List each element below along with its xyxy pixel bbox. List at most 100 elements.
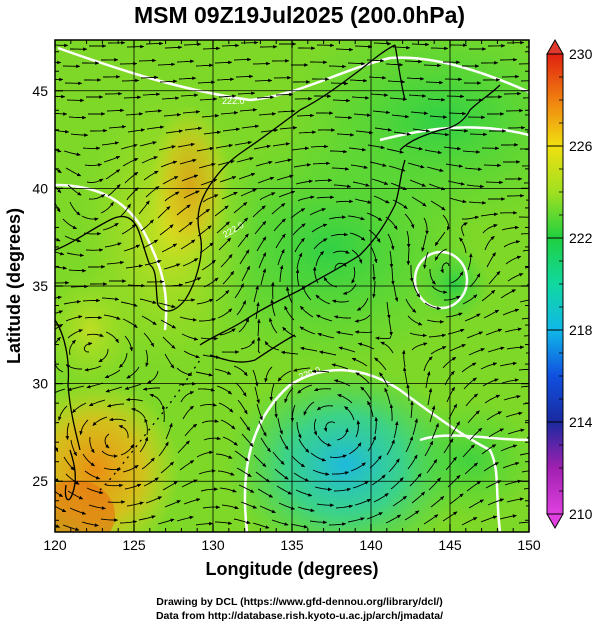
- streamline-arrow: [405, 436, 414, 453]
- streamline-arrow: [355, 372, 370, 384]
- streamline-arrow: [315, 251, 325, 267]
- streamline-arrow: [461, 215, 480, 220]
- streamline-arrow: [334, 115, 353, 120]
- colorbar: 230 226 222 218 214 210: [546, 38, 593, 530]
- streamline-arrow: [241, 433, 254, 448]
- streamline-arrow: [355, 420, 361, 438]
- streamline-arrow: [297, 195, 315, 202]
- streamline-arrow: [404, 213, 415, 229]
- streamline-arrow: [256, 236, 267, 252]
- streamline-arrow: [461, 222, 468, 237]
- streamline-arrow: [354, 330, 373, 334]
- streamline-arrow: [299, 305, 314, 318]
- streamline-arrow: [86, 487, 104, 495]
- streamline-arrow: [338, 346, 356, 353]
- streamline-arrow: [347, 215, 365, 221]
- streamline-arrow: [372, 110, 391, 115]
- streamline-arrow: [222, 436, 238, 446]
- credit-data-source: Data from http://database.rish.kyoto-u.a…: [155, 610, 444, 622]
- streamline-arrow: [164, 500, 181, 508]
- streamline-arrow: [446, 94, 465, 99]
- streamline-arrow: [182, 405, 194, 420]
- streamline-arrow: [333, 315, 352, 319]
- streamline-arrow: [347, 517, 365, 523]
- streamline-arrow: [393, 284, 399, 302]
- streamline-arrow: [410, 111, 429, 115]
- streamline-arrow: [387, 80, 406, 84]
- streamline-arrow: [160, 461, 174, 474]
- streamline-arrow: [379, 372, 389, 388]
- streamline-arrow: [221, 191, 238, 200]
- streamline-arrow: [487, 498, 505, 506]
- streamline-arrow: [387, 233, 395, 251]
- streamline-arrow: [464, 313, 481, 322]
- streamline-arrow: [138, 58, 157, 63]
- streamline-arrow: [521, 317, 529, 320]
- streamline-arrow: [236, 300, 247, 316]
- streamline-arrow: [389, 403, 394, 422]
- streamline-arrow: [68, 268, 87, 273]
- streamline-arrow: [220, 419, 236, 430]
- streamline-arrow: [82, 298, 101, 303]
- streamline-arrow: [427, 97, 446, 102]
- map-gridlines: [55, 40, 529, 532]
- streamline-arrow: [145, 349, 149, 367]
- streamline-arrow: [65, 473, 80, 485]
- streamline-arrow: [372, 280, 376, 299]
- streamline-arrow: [431, 285, 448, 294]
- streamline-arrow: [354, 314, 371, 323]
- streamline-arrow: [431, 132, 450, 137]
- streamline-arrow: [354, 198, 372, 204]
- streamline-arrow: [350, 164, 368, 169]
- streamline-arrow: [293, 163, 312, 168]
- streamline-arrow: [103, 467, 122, 472]
- streamline-arrow: [311, 369, 330, 374]
- streamline-arrow: [277, 370, 292, 382]
- streamline-arrow: [233, 365, 248, 377]
- streamline-arrow: [331, 471, 350, 475]
- streamline-arrow: [426, 459, 438, 474]
- streamline-arrow: [127, 128, 146, 133]
- streamline-arrow: [386, 301, 391, 320]
- streamline-arrow: [331, 167, 350, 171]
- streamline-arrow: [310, 144, 329, 149]
- streamline-arrow: [123, 244, 141, 252]
- streamline-arrow: [424, 440, 434, 457]
- streamline-arrow: [406, 76, 425, 81]
- streamline-arrow: [197, 80, 216, 85]
- streamline-arrow: [464, 167, 483, 172]
- streamline-arrow: [296, 113, 315, 118]
- streamline-arrow: [518, 368, 529, 371]
- streamline-arrow: [125, 397, 144, 402]
- streamline-arrow: [408, 94, 427, 98]
- streamline-arrow: [215, 144, 233, 149]
- streamline-arrow: [462, 294, 478, 305]
- streamline-arrow: [124, 335, 134, 352]
- streamline-arrow: [214, 368, 232, 375]
- streamline-arrow: [119, 203, 131, 218]
- streamline-arrow: [177, 298, 196, 302]
- streamline-arrow: [102, 222, 119, 231]
- streamline-arrow: [177, 440, 190, 454]
- streamline-arrow: [143, 477, 159, 487]
- streamline-arrow: [444, 295, 461, 301]
- streamline-arrow: [215, 289, 230, 302]
- streamline-arrow: [354, 498, 372, 506]
- streamline-arrow: [333, 379, 351, 387]
- streamline-arrow: [295, 489, 313, 497]
- streamline-arrow: [145, 41, 164, 46]
- streamline-arrow: [55, 223, 56, 228]
- streamline-arrow: [274, 468, 289, 480]
- streamline-arrow: [292, 223, 306, 236]
- streamline-arrow: [72, 402, 87, 414]
- streamline-arrow: [316, 405, 334, 411]
- streamline-arrow: [485, 480, 502, 489]
- streamline-arrow: [368, 75, 387, 80]
- streamline-arrow: [332, 98, 351, 103]
- streamline-arrow: [214, 521, 233, 525]
- streamline-arrow: [367, 435, 377, 452]
- streamline-arrow: [447, 180, 465, 186]
- streamline-arrow: [184, 126, 203, 131]
- streamline-arrow: [162, 336, 176, 349]
- streamline-arrow: [313, 238, 328, 250]
